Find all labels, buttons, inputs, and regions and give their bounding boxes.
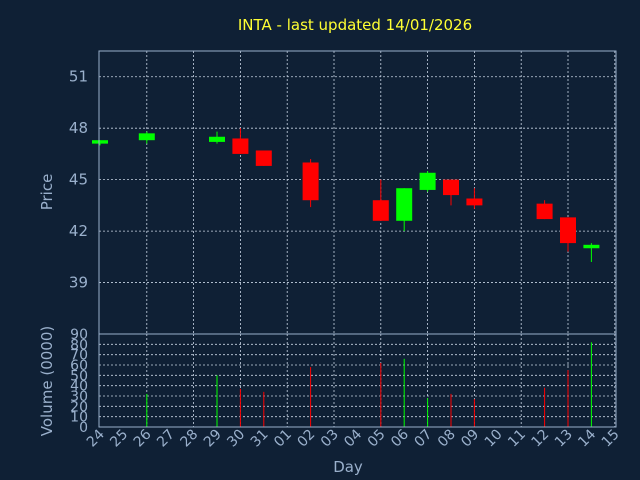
x-tick-label: 30 <box>224 427 248 451</box>
candle-body <box>466 198 483 206</box>
x-tick-label: 06 <box>388 426 412 450</box>
volume-tick-label: 90 <box>70 327 88 343</box>
x-tick-label: 29 <box>201 427 225 451</box>
candle-body <box>583 244 600 249</box>
x-tick-label: 27 <box>154 427 178 451</box>
x-tick-label: 11 <box>505 427 529 451</box>
candle-body <box>209 136 225 142</box>
candle-body <box>92 140 108 144</box>
x-tick-label: 02 <box>295 427 319 451</box>
chart-title: INTA - last updated 14/01/2026 <box>238 16 472 34</box>
price-panel: 39 42 45 48 51 <box>69 50 617 335</box>
candle-body <box>372 200 389 221</box>
volume-tick-label: 10 <box>70 410 88 426</box>
volume-tick-label: 70 <box>70 348 88 364</box>
volume-tick-label: 0 <box>79 420 88 436</box>
candle-body <box>419 172 436 190</box>
volume-tick-label: 20 <box>70 399 88 415</box>
volume-tick-label: 30 <box>70 389 88 405</box>
price-panel-frame <box>98 50 617 335</box>
volume-tick-label: 80 <box>70 337 88 353</box>
x-tick-label: 12 <box>529 427 553 451</box>
price-tick-label: 39 <box>69 274 88 292</box>
x-tick-label: 28 <box>178 427 202 451</box>
x-tick-label: 04 <box>341 426 365 450</box>
price-tick-label: 51 <box>69 68 88 86</box>
x-tick-label: 25 <box>107 427 131 451</box>
x-tick-label: 14 <box>575 426 599 450</box>
volume-tick-label: 50 <box>70 368 88 384</box>
x-tick-label: 09 <box>458 427 482 451</box>
x-tick-label: 07 <box>412 427 436 451</box>
volume-tick-label: 40 <box>70 379 88 395</box>
price-tick-label: 42 <box>69 222 88 240</box>
price-tick-label: 45 <box>69 171 88 189</box>
candle-body <box>560 217 576 244</box>
y-axis-label: Price <box>38 174 56 211</box>
candle-body <box>255 150 272 166</box>
x-axis-label: Day <box>333 458 363 476</box>
x-tick-label: 15 <box>599 427 623 451</box>
volume-axis-label: Volume (0000) <box>38 326 56 436</box>
candle-body <box>302 162 319 201</box>
x-tick-label: 03 <box>318 427 342 451</box>
x-tick-label: 08 <box>435 427 459 451</box>
x-tick-label: 05 <box>365 427 389 451</box>
x-tick-label: 10 <box>482 427 506 451</box>
x-tick-label: 13 <box>552 427 576 451</box>
candle-body <box>138 133 155 141</box>
candle-body <box>396 188 413 221</box>
x-tick-label: 31 <box>248 427 272 451</box>
volume-tick-label: 60 <box>70 358 88 374</box>
candle-body <box>232 138 249 154</box>
x-tick-label: 26 <box>131 426 155 450</box>
x-tick-label: 01 <box>271 427 295 451</box>
volume-panel-frame <box>98 333 617 428</box>
price-tick-label: 48 <box>69 119 88 137</box>
candle-body <box>443 179 459 196</box>
candle-body <box>536 203 553 220</box>
